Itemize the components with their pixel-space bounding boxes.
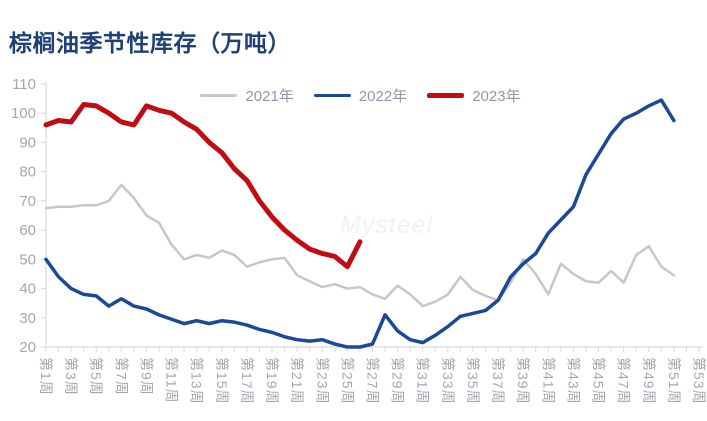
y-axis-label: 20 (19, 339, 36, 356)
y-axis-label: 90 (19, 134, 36, 151)
legend-item-2021年: 2021年 (200, 85, 294, 106)
y-axis-label: 40 (19, 281, 36, 298)
x-axis-label: 第45周 (591, 357, 607, 405)
x-axis-label: 第15周 (214, 357, 230, 405)
chart-title: 棕榈油季节性库存（万吨） (9, 30, 291, 56)
x-axis-label: 第13周 (189, 357, 205, 405)
x-axis-label: 第51周 (666, 357, 682, 405)
x-axis-label: 第21周 (289, 357, 305, 405)
series-line-2022年 (44, 98, 676, 349)
series-line-2023年 (43, 101, 363, 270)
legend-item-2023年: 2023年 (427, 85, 521, 106)
legend-swatch-2023年 (427, 93, 465, 98)
x-axis-label: 第35周 (465, 357, 481, 405)
legend-swatch-2021年 (200, 94, 238, 97)
x-axis-label: 第1周 (38, 357, 54, 396)
x-axis-label: 第19周 (264, 357, 280, 405)
x-axis-label: 第47周 (616, 357, 632, 405)
y-axis-label: 60 (19, 222, 36, 239)
watermark: Mysteel (340, 211, 434, 239)
x-axis-label: 第37周 (490, 357, 506, 405)
x-axis-label: 第11周 (164, 357, 180, 404)
x-axis-label: 第9周 (138, 357, 154, 396)
legend-label: 2022年 (358, 88, 408, 105)
y-axis-label: 50 (19, 251, 36, 268)
legend-label: 2021年 (245, 88, 294, 105)
legend-swatch-2022年 (313, 93, 351, 98)
x-axis-label: 第25周 (339, 357, 355, 405)
x-axis-label: 第17周 (239, 357, 255, 405)
x-axis-label: 第5周 (88, 357, 104, 396)
x-axis-label: 第41周 (540, 357, 556, 405)
y-axis-label: 100 (11, 105, 36, 122)
y-axis-label: 30 (19, 310, 36, 327)
legend-item-2022年: 2022年 (313, 85, 408, 106)
x-axis-label: 第39周 (515, 357, 531, 405)
x-axis-label: 第27周 (365, 357, 381, 405)
x-axis-label: 第31周 (415, 357, 431, 405)
x-axis-label: 第49周 (641, 357, 657, 405)
chart-legend: 2021年 2022年 2023年 (14, 85, 707, 106)
x-axis-label: 第53周 (691, 357, 707, 405)
x-axis-label: 第43周 (565, 357, 581, 405)
x-axis-label: 第33周 (440, 357, 456, 405)
x-axis-label: 第29周 (390, 357, 406, 405)
y-axis-label: 110 (12, 76, 36, 93)
x-axis-label: 第23周 (314, 357, 330, 405)
series-line-2021年 (44, 183, 676, 308)
x-axis-label: 第3周 (63, 357, 79, 396)
legend-label: 2023年 (472, 88, 521, 105)
y-axis-label: 80 (19, 164, 36, 181)
x-axis-label: 第7周 (113, 357, 129, 396)
y-axis-label: 70 (19, 193, 36, 210)
